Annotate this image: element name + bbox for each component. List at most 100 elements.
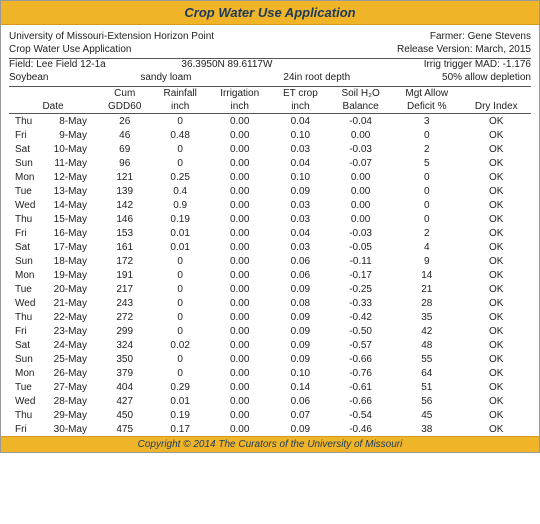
cell-rain: 0 bbox=[152, 324, 207, 338]
cell-date: 27-May bbox=[45, 380, 97, 394]
cell-dry: OK bbox=[461, 338, 531, 352]
cell-soil: -0.76 bbox=[329, 366, 392, 380]
org-label: University of Missouri-Extension Horizon… bbox=[9, 31, 214, 44]
cell-day: Sat bbox=[9, 142, 45, 156]
cell-gdd: 243 bbox=[97, 296, 152, 310]
cell-irr: 0.00 bbox=[208, 142, 272, 156]
cell-gdd: 404 bbox=[97, 380, 152, 394]
cell-irr: 0.00 bbox=[208, 184, 272, 198]
cell-rain: 0 bbox=[152, 268, 207, 282]
table-row: Fri16-May1530.010.000.04-0.032OK bbox=[9, 226, 531, 240]
table-header: Cum Rainfall Irrigation ET crop Soil H₂O… bbox=[9, 87, 531, 114]
col-soil-1: Soil H₂O bbox=[329, 87, 392, 100]
cell-day: Sun bbox=[9, 352, 45, 366]
cell-et: 0.06 bbox=[272, 268, 330, 282]
cell-irr: 0.00 bbox=[208, 198, 272, 212]
cell-et: 0.09 bbox=[272, 324, 330, 338]
copyright-label: Copyright © 2014 The Curators of the Uni… bbox=[138, 439, 403, 450]
cell-irr: 0.00 bbox=[208, 226, 272, 240]
cell-dry: OK bbox=[461, 268, 531, 282]
app-title: Crop Water Use Application bbox=[184, 5, 355, 20]
col-mgt-2: Deficit % bbox=[392, 100, 461, 114]
cell-irr: 0.00 bbox=[208, 408, 272, 422]
cell-et: 0.03 bbox=[272, 198, 330, 212]
cell-rain: 0.4 bbox=[152, 184, 207, 198]
table-row: Sun11-May9600.000.04-0.075OK bbox=[9, 156, 531, 170]
cell-day: Wed bbox=[9, 394, 45, 408]
cell-rain: 0 bbox=[152, 366, 207, 380]
cell-soil: -0.61 bbox=[329, 380, 392, 394]
cell-date: 30-May bbox=[45, 422, 97, 436]
cell-mgt: 56 bbox=[392, 394, 461, 408]
cell-mgt: 0 bbox=[392, 184, 461, 198]
cell-date: 21-May bbox=[45, 296, 97, 310]
cell-irr: 0.00 bbox=[208, 324, 272, 338]
cell-date: 18-May bbox=[45, 254, 97, 268]
cell-rain: 0 bbox=[152, 142, 207, 156]
cell-day: Fri bbox=[9, 324, 45, 338]
cell-soil: 0.00 bbox=[329, 128, 392, 142]
table-row: Wed14-May1420.90.000.030.000OK bbox=[9, 198, 531, 212]
cell-day: Tue bbox=[9, 282, 45, 296]
cell-soil: -0.46 bbox=[329, 422, 392, 436]
table-row: Tue27-May4040.290.000.14-0.6151OK bbox=[9, 380, 531, 394]
cell-dry: OK bbox=[461, 114, 531, 129]
cell-irr: 0.00 bbox=[208, 296, 272, 310]
col-date: Date bbox=[9, 100, 97, 114]
cell-gdd: 146 bbox=[97, 212, 152, 226]
cell-mgt: 45 bbox=[392, 408, 461, 422]
table-row: Thu15-May1460.190.000.030.000OK bbox=[9, 212, 531, 226]
data-table: Cum Rainfall Irrigation ET crop Soil H₂O… bbox=[9, 87, 531, 436]
cell-dry: OK bbox=[461, 254, 531, 268]
crop-label: Soybean bbox=[9, 72, 48, 85]
cell-mgt: 51 bbox=[392, 380, 461, 394]
table-row: Thu22-May27200.000.09-0.4235OK bbox=[9, 310, 531, 324]
cell-dry: OK bbox=[461, 170, 531, 184]
cell-et: 0.07 bbox=[272, 408, 330, 422]
cell-mgt: 2 bbox=[392, 142, 461, 156]
cell-date: 28-May bbox=[45, 394, 97, 408]
cell-et: 0.09 bbox=[272, 282, 330, 296]
cell-date: 9-May bbox=[45, 128, 97, 142]
meta-row-3: Field: Lee Field 12-1a 36.3950N 89.6117W… bbox=[9, 59, 531, 72]
cell-mgt: 35 bbox=[392, 310, 461, 324]
cell-gdd: 139 bbox=[97, 184, 152, 198]
cell-day: Tue bbox=[9, 184, 45, 198]
cell-et: 0.10 bbox=[272, 170, 330, 184]
table-row: Tue13-May1390.40.000.090.000OK bbox=[9, 184, 531, 198]
cell-dry: OK bbox=[461, 282, 531, 296]
table-row: Wed21-May24300.000.08-0.3328OK bbox=[9, 296, 531, 310]
table-row: Thu29-May4500.190.000.07-0.5445OK bbox=[9, 408, 531, 422]
cell-gdd: 142 bbox=[97, 198, 152, 212]
cell-day: Sun bbox=[9, 156, 45, 170]
cell-mgt: 2 bbox=[392, 226, 461, 240]
cell-mgt: 0 bbox=[392, 198, 461, 212]
cell-rain: 0.01 bbox=[152, 394, 207, 408]
cell-date: 26-May bbox=[45, 366, 97, 380]
cell-irr: 0.00 bbox=[208, 352, 272, 366]
cell-date: 11-May bbox=[45, 156, 97, 170]
cell-mgt: 0 bbox=[392, 128, 461, 142]
cell-date: 24-May bbox=[45, 338, 97, 352]
field-label: Field: Lee Field 12-1a bbox=[9, 59, 106, 72]
cell-rain: 0.25 bbox=[152, 170, 207, 184]
col-rain-1: Rainfall bbox=[152, 87, 207, 100]
table-row: Sun18-May17200.000.06-0.119OK bbox=[9, 254, 531, 268]
cell-date: 13-May bbox=[45, 184, 97, 198]
farmer-label: Farmer: Gene Stevens bbox=[430, 31, 531, 44]
cell-soil: -0.03 bbox=[329, 142, 392, 156]
cell-gdd: 475 bbox=[97, 422, 152, 436]
table-row: Mon12-May1210.250.000.100.000OK bbox=[9, 170, 531, 184]
cell-irr: 0.00 bbox=[208, 240, 272, 254]
cell-et: 0.09 bbox=[272, 310, 330, 324]
cell-et: 0.08 bbox=[272, 296, 330, 310]
cell-dry: OK bbox=[461, 212, 531, 226]
cell-irr: 0.00 bbox=[208, 422, 272, 436]
cell-rain: 0.9 bbox=[152, 198, 207, 212]
cell-gdd: 121 bbox=[97, 170, 152, 184]
cell-day: Fri bbox=[9, 226, 45, 240]
table-row: Mon19-May19100.000.06-0.1714OK bbox=[9, 268, 531, 282]
cell-rain: 0.19 bbox=[152, 212, 207, 226]
col-irr-1: Irrigation bbox=[208, 87, 272, 100]
col-mgt-1: Mgt Allow bbox=[392, 87, 461, 100]
